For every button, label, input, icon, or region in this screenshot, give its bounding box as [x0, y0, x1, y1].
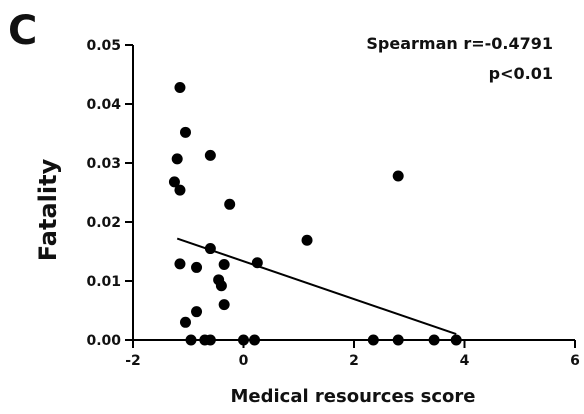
data-point [174, 258, 186, 270]
data-point [174, 81, 186, 93]
axes [132, 45, 575, 341]
data-point [428, 334, 440, 346]
data-point [174, 184, 186, 196]
y-tick-label: 0.05 [86, 38, 121, 54]
y-tick-label: 0.02 [86, 215, 121, 231]
data-point [367, 334, 379, 346]
y-tick-label: 0.04 [86, 97, 121, 113]
data-point [392, 334, 404, 346]
y-axis-label: Fatality [34, 158, 62, 261]
data-point [179, 126, 191, 138]
y-tick-label: 0.03 [86, 156, 121, 172]
data-point [191, 261, 203, 273]
x-tick-label: 6 [570, 353, 580, 369]
data-point [215, 280, 227, 292]
annotation-spearman: Spearman r=-0.4791 [366, 34, 553, 53]
data-point [191, 306, 203, 318]
data-point [450, 334, 462, 346]
data-point [185, 334, 197, 346]
data-point [218, 299, 230, 311]
y-tick-label: 0.01 [86, 274, 121, 290]
data-point [249, 334, 261, 346]
data-point [204, 243, 216, 255]
data-point [168, 176, 180, 188]
data-point [392, 170, 404, 182]
data-point [218, 258, 230, 270]
points [168, 81, 462, 346]
data-point [179, 316, 191, 328]
data-point [204, 334, 216, 346]
data-point [238, 334, 249, 346]
ticks: 0.00 0.01 0.02 0.03 0.04 0.05 -2 0 2 4 6 [86, 38, 579, 369]
x-tick-label: -2 [125, 353, 141, 369]
regression-line [176, 237, 457, 336]
data-point [301, 234, 313, 246]
regression-line-group [176, 237, 457, 336]
x-tick-label: 4 [460, 353, 470, 369]
x-tick-label: 2 [349, 353, 359, 369]
data-point [204, 149, 216, 161]
x-axis-label: Medical resources score [231, 386, 476, 407]
y-tick-label: 0.00 [86, 333, 121, 349]
annotation-p-value: p<0.01 [489, 64, 553, 83]
data-point [251, 257, 263, 269]
data-point [224, 198, 236, 210]
data-point [171, 153, 183, 165]
x-tick-label: 0 [239, 353, 249, 369]
panel-letter: C [8, 8, 37, 54]
